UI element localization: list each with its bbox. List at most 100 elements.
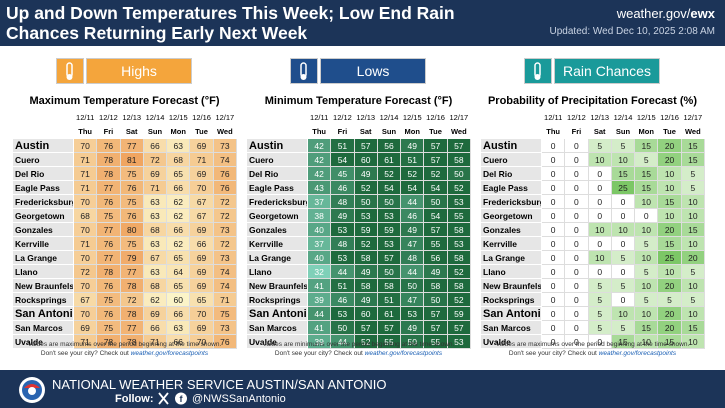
city-name: La Grange xyxy=(246,250,308,265)
value-cell: 5 xyxy=(587,278,612,293)
value-cell: 44 xyxy=(306,306,332,321)
value-cell: 46 xyxy=(330,180,355,195)
day: Wed xyxy=(446,124,472,139)
value-cell: 5 xyxy=(634,152,659,167)
value-cell: 0 xyxy=(540,236,566,251)
value-cell: 51 xyxy=(330,278,355,293)
city-row: New Braunfels 70 76 78 68 65 69 74 xyxy=(12,278,238,293)
value-cell: 10 xyxy=(610,152,636,167)
value-cell: 52 xyxy=(353,180,378,195)
panel-button: Lows xyxy=(320,58,426,84)
value-cell: 10 xyxy=(587,152,612,167)
value-cell: 38 xyxy=(306,208,332,223)
value-cell: 45 xyxy=(330,166,355,181)
value-cell: 52 xyxy=(446,292,472,307)
city-name: Uvalde xyxy=(12,334,74,349)
city-row: Eagle Pass 43 46 52 54 54 54 52 xyxy=(246,180,472,195)
value-cell: 20 xyxy=(680,250,706,265)
value-cell: 57 xyxy=(423,138,448,153)
city-row: New Braunfels 41 51 58 58 50 58 58 xyxy=(246,278,472,293)
city-row: Llano 0 0 0 0 5 10 5 xyxy=(480,264,706,279)
value-cell: 0 xyxy=(540,306,566,321)
footnote-text: Don't see your city? Check out xyxy=(40,350,129,357)
value-cell: 78 xyxy=(96,334,121,349)
value-cell: 5 xyxy=(680,166,706,181)
value-cell: 70 xyxy=(72,278,98,293)
city-row: Fredericksburg 37 48 50 50 44 50 53 xyxy=(246,194,472,209)
city-name: San Antonio xyxy=(246,306,308,321)
city-name: Kerrville xyxy=(246,236,308,251)
value-cell: 15 xyxy=(680,222,706,237)
day: Thu xyxy=(306,124,332,139)
value-cell: 75 xyxy=(119,166,144,181)
value-cell: 41 xyxy=(306,278,332,293)
value-cell: 0 xyxy=(587,208,612,223)
footnote: Values are minimums over the period begi… xyxy=(262,341,455,348)
day: Sat xyxy=(587,124,612,139)
value-cell: 0 xyxy=(587,264,612,279)
city-name: Del Rio xyxy=(480,166,542,181)
date: 12/13 xyxy=(119,110,144,125)
value-cell: 48 xyxy=(330,236,355,251)
day: Mon xyxy=(634,124,659,139)
value-cell: 53 xyxy=(330,222,355,237)
date: 12/11 xyxy=(72,110,98,125)
value-cell: 78 xyxy=(119,278,144,293)
value-cell: 57 xyxy=(423,222,448,237)
value-cell: 0 xyxy=(564,180,589,195)
value-cell: 70 xyxy=(72,222,98,237)
value-cell: 44 xyxy=(400,194,425,209)
value-cell: 46 xyxy=(330,292,355,307)
updated: Updated: Wed Dec 10, 2025 2:08 AM xyxy=(549,26,715,37)
value-cell: 55 xyxy=(423,236,448,251)
city-row: Gonzales 70 77 80 68 66 69 73 xyxy=(12,222,238,237)
value-cell: 0 xyxy=(540,320,566,335)
city-name: Kerrville xyxy=(480,236,542,251)
city-name: Georgetown xyxy=(480,208,542,223)
city-name: Fredericksburg xyxy=(12,194,74,209)
value-cell: 50 xyxy=(330,320,355,335)
icon-box xyxy=(56,58,84,84)
value-cell: 51 xyxy=(400,152,425,167)
value-cell: 20 xyxy=(657,306,682,321)
value-cell: 10 xyxy=(634,278,659,293)
value-cell: 78 xyxy=(119,334,144,349)
city-name: Gonzales xyxy=(246,222,308,237)
value-cell: 0 xyxy=(610,194,636,209)
value-cell: 54 xyxy=(423,208,448,223)
value-cell: 53 xyxy=(400,306,425,321)
value-cell: 10 xyxy=(657,264,682,279)
day: Sat xyxy=(353,124,378,139)
forecast-table: 12/11 12/12 12/13 12/14 12/15 12/16 12/17 Thu Fr… xyxy=(12,110,238,349)
value-cell: 76 xyxy=(96,194,121,209)
corner xyxy=(246,110,308,125)
date: 12/12 xyxy=(330,110,355,125)
value-cell: 69 xyxy=(189,250,214,265)
value-cell: 64 xyxy=(166,264,191,279)
city-row: San Antonio 44 53 60 61 53 57 59 xyxy=(246,306,472,321)
value-cell: 67 xyxy=(142,250,168,265)
panel-heading: Maximum Temperature Forecast (°F) xyxy=(29,95,220,107)
value-cell: 20 xyxy=(657,222,682,237)
value-cell: 52 xyxy=(423,166,448,181)
value-cell: 0 xyxy=(610,264,636,279)
value-cell: 0 xyxy=(540,138,566,153)
city-name: Austin xyxy=(12,138,74,153)
site-text: weather.gov/ xyxy=(616,6,691,21)
footnote-link: weather.gov/forecastpoints xyxy=(598,350,677,357)
value-cell: 68 xyxy=(142,222,168,237)
icon xyxy=(300,62,307,80)
city-row: San Marcos 69 75 77 66 63 69 73 xyxy=(12,320,238,335)
city-row: Rocksprings 39 46 49 51 47 50 52 xyxy=(246,292,472,307)
value-cell: 49 xyxy=(400,222,425,237)
icon-box xyxy=(290,58,318,84)
date: 12/15 xyxy=(166,110,191,125)
value-cell: 40 xyxy=(306,222,332,237)
value-cell: 72 xyxy=(212,194,238,209)
city-name: Del Rio xyxy=(12,166,74,181)
value-cell: 0 xyxy=(610,236,636,251)
value-cell: 0 xyxy=(587,180,612,195)
value-cell: 78 xyxy=(96,264,121,279)
city-name: Del Rio xyxy=(246,166,308,181)
value-cell: 71 xyxy=(72,236,98,251)
